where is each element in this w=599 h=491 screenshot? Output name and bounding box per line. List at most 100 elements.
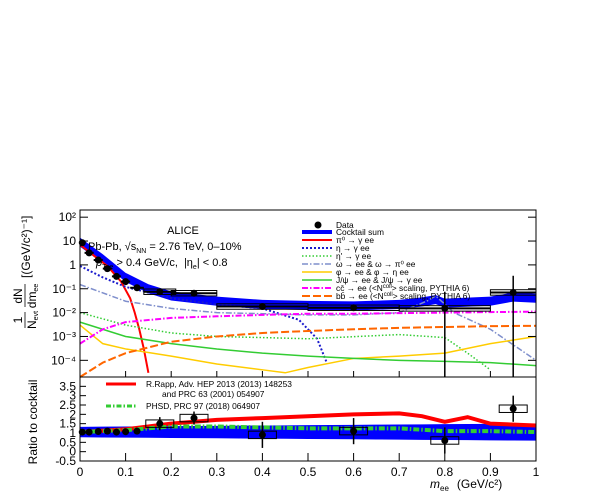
ratio-syst-12: [498, 404, 528, 413]
x-axis-title: mee (GeV/c²): [430, 477, 502, 491]
data-point-2: [94, 256, 102, 264]
series-jpsi: [79, 321, 537, 367]
data-point-1: [85, 249, 93, 257]
legend-label-sum: Cocktail sum: [336, 227, 384, 237]
ratio-y-axis-title: Ratio to cocktail: [26, 380, 40, 465]
svg-text:1: 1: [11, 316, 25, 323]
ratio-point-9: [258, 431, 266, 439]
legend-label-pi0: π⁰ → γ ee: [336, 235, 374, 245]
x-axis-ticks: 0 0.1 0.2 0.3 0.4 0.5 0.6 0.7 0.8 0.9 1: [77, 371, 540, 479]
ratio-syst-8: [179, 413, 209, 423]
svg-text:dN: dN: [11, 288, 25, 303]
legend-label-rapp: R.Rapp, Adv. HEP 2013 (2013) 148253: [146, 379, 292, 389]
ytick-label-4: 10⁻²: [52, 306, 76, 320]
ratio-point-8: [190, 414, 198, 422]
series-eta: [79, 265, 328, 362]
ytick-label-6: 10⁻⁴: [51, 353, 76, 367]
legend-label-bbbar: bb̄ → ee (<Ncoll> scaling, PYTHIA 6): [336, 291, 470, 301]
ratio-ytick-label-2: 2.5: [59, 398, 76, 412]
xtick-label-4: 0.4: [254, 465, 271, 479]
xtick-label-9: 0.9: [482, 465, 499, 479]
y-axis-ticks: 10² 10 1 10⁻¹ 10⁻² 10⁻³ 10⁻⁴: [51, 210, 536, 367]
ratio-syst-7: [145, 419, 175, 428]
spectrum-y-axis-title: 1 Nevt dN dmee [(GeV/c²)⁻¹]: [11, 216, 40, 329]
xtick-label-7: 0.7: [391, 465, 408, 479]
ytick-label-0: 10²: [59, 210, 76, 224]
ratio-point-3: [103, 427, 111, 435]
model-curves: [79, 411, 537, 435]
series-ccbar: [79, 310, 537, 345]
series-omega: [79, 283, 537, 361]
xtick-label-10: 1: [533, 465, 540, 479]
data-point-8: [190, 289, 198, 297]
ytick-label-1: 10: [63, 234, 77, 248]
ratio-point-7: [156, 420, 164, 428]
legend-label-data: Data: [336, 220, 354, 230]
data-point-11: [441, 304, 449, 312]
ratio-point-10: [350, 427, 358, 435]
svg-text:[(GeV/c²)⁻¹]: [(GeV/c²)⁻¹]: [19, 216, 33, 278]
xtick-label-8: 0.8: [436, 465, 453, 479]
ratio-point-2: [94, 428, 102, 436]
ratio-data-points: [78, 395, 528, 454]
xtick-label-0: 0: [77, 465, 84, 479]
ratio-point-11: [441, 436, 449, 444]
ratio-ytick-label-7: 0: [69, 445, 76, 459]
data-point-3: [103, 265, 111, 273]
ytick-label-3: 10⁻¹: [52, 282, 76, 296]
legend-marker-data: [314, 221, 322, 229]
legend-label-phsd: PHSD, PRC 97 (2018) 064907: [146, 401, 260, 411]
ratio-ytick-label-4: 1.5: [59, 417, 76, 431]
svg-text:dmee: dmee: [25, 284, 40, 309]
ratio-ytick-label-3: 2: [69, 407, 76, 421]
svg-text:Nevt: Nevt: [25, 311, 40, 329]
xtick-label-6: 0.6: [345, 465, 362, 479]
cocktail-band: [80, 237, 536, 311]
ratio-legend: R.Rapp, Adv. HEP 2013 (2013) 148253 and …: [106, 379, 292, 411]
ratio-point-12: [509, 405, 517, 413]
ratio-syst-11: [430, 436, 460, 445]
ratio-point-6: [133, 427, 141, 435]
ratio-point-0: [78, 428, 86, 436]
legend-label-jpsi: J/ψ → ee & J/ψ → γ ee: [336, 275, 423, 285]
ratio-syst-10: [339, 426, 369, 436]
series-phi: [79, 324, 537, 374]
ratio-panel: 3.532.521.510.50-0.5 0 0.1 0.2 0.3 0.4 0.5 0.6…: [26, 371, 540, 491]
xtick-label-5: 0.5: [300, 465, 317, 479]
xtick-label-1: 0.1: [117, 465, 134, 479]
data-point-4: [112, 272, 120, 280]
ratio-y-ticks: 3.532.521.510.50-0.5: [55, 379, 86, 468]
ratio-ytick-label-5: 1: [69, 426, 76, 440]
legend-label-etap: η' → γ ee: [336, 251, 371, 261]
spectrum-panel: 10² 10 1 10⁻¹ 10⁻² 10⁻³ 10⁻⁴ ALICE Pb-Pb, √sNN…: [11, 209, 537, 378]
curve-phsd: [79, 424, 537, 435]
ratio-ytick-label-0: 3.5: [59, 379, 76, 393]
legend-marker-sum: [302, 230, 332, 234]
header-cuts: pT, e > 0.4 GeV/c, |ηe| < 0.8: [95, 257, 228, 271]
header-system: Pb-Pb, √sNN = 2.76 TeV, 0–10%: [88, 241, 242, 255]
data-point-5: [122, 278, 130, 286]
ratio-point-1: [85, 428, 93, 436]
legend-label-ccbar: cc̄ → ee (<Ncoll> scaling, PYTHIA 6): [336, 283, 470, 293]
ytick-label-5: 10⁻³: [52, 329, 76, 343]
legend-label-phi: φ → ee & φ → η ee: [336, 267, 409, 277]
xtick-label-3: 0.3: [208, 465, 225, 479]
legend-label-omega: ω → ee & ω → π⁰ ee: [336, 259, 416, 269]
spectrum-legend: Data Cocktail sum π⁰ → γ ee η → γ ee η' …: [302, 220, 470, 301]
data-point-12: [509, 288, 517, 296]
ratio-syst-9: [247, 430, 277, 440]
series-etap: [79, 311, 491, 371]
legend-label-rapp-2: and PRC 63 (2001) 054907: [162, 389, 265, 399]
data-point-10: [350, 304, 358, 312]
legend-label-eta: η → γ ee: [336, 243, 370, 253]
ratio-ytick-label-1: 3: [69, 389, 76, 403]
header-experiment: ALICE: [167, 225, 199, 237]
ratio-point-5: [122, 428, 130, 436]
ytick-label-2: 1: [69, 258, 76, 272]
curve-rapp: [79, 411, 537, 435]
ratio-ytick-label-6: 0.5: [59, 435, 76, 449]
cocktail-uncertainty-band: [80, 237, 536, 311]
data-point-6: [133, 284, 141, 292]
data-point-9: [258, 303, 266, 311]
